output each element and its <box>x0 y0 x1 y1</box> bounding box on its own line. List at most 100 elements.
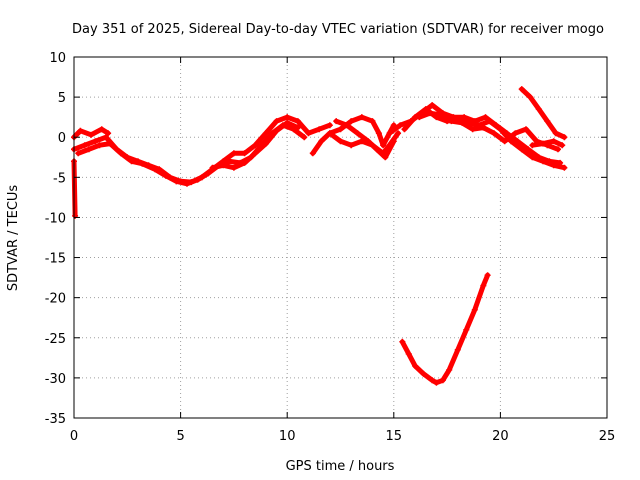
data-point <box>469 126 476 133</box>
data-point <box>105 130 112 137</box>
data-point <box>386 130 393 137</box>
x-tick-label: 5 <box>176 429 184 444</box>
plot-area <box>74 57 607 418</box>
data-point <box>390 138 397 145</box>
plot-frame <box>73 56 608 419</box>
data-point <box>173 178 180 185</box>
data-point <box>337 138 344 145</box>
data-point <box>439 377 446 384</box>
data-point <box>491 130 498 137</box>
series-layer <box>71 86 568 386</box>
data-point <box>380 142 387 149</box>
y-tick-label: 10 <box>49 51 66 66</box>
data-point <box>358 114 365 121</box>
data-point <box>544 118 551 125</box>
data-point <box>375 130 382 137</box>
data-point <box>96 142 103 149</box>
y-axis-label: SDTVAR / TECUs <box>6 185 21 292</box>
x-tick-label: 25 <box>599 429 616 444</box>
data-point <box>482 114 489 121</box>
data-point <box>397 122 404 129</box>
data-point <box>117 150 124 157</box>
data-point <box>437 111 444 118</box>
data-point <box>446 366 453 373</box>
data-point <box>284 114 291 121</box>
series-sat-l <box>529 138 566 149</box>
data-point <box>92 138 99 145</box>
data-point <box>559 142 566 149</box>
data-point <box>162 172 169 179</box>
data-point <box>205 170 212 177</box>
data-point <box>183 180 190 187</box>
x-tick-label: 15 <box>386 429 403 444</box>
data-point <box>241 150 248 157</box>
data-point <box>518 86 525 93</box>
series-sat-k <box>518 86 568 141</box>
data-point <box>540 140 547 147</box>
data-point <box>326 130 333 137</box>
data-point <box>405 350 412 357</box>
data-point <box>429 102 436 109</box>
y-tick-label: -10 <box>45 211 66 226</box>
data-point <box>480 282 487 289</box>
data-point <box>273 118 280 125</box>
data-point <box>486 118 493 125</box>
data-point <box>209 164 216 171</box>
data-point <box>401 126 408 133</box>
data-point <box>454 346 461 353</box>
data-point <box>85 146 92 153</box>
data-point <box>301 134 308 141</box>
data-point <box>422 106 429 113</box>
y-tick-label: 5 <box>58 91 66 106</box>
data-point <box>527 94 534 101</box>
data-point <box>427 110 434 117</box>
y-tick-label: -30 <box>45 372 66 387</box>
data-point <box>412 362 419 369</box>
data-point <box>343 122 350 129</box>
data-point <box>348 118 355 125</box>
data-point <box>102 134 109 141</box>
x-tick-label: 0 <box>70 429 78 444</box>
data-point <box>262 140 269 147</box>
data-point <box>448 118 455 125</box>
data-point <box>420 370 427 377</box>
data-point <box>337 126 344 133</box>
data-point <box>535 106 542 113</box>
data-point <box>305 130 312 137</box>
y-tick-label: -20 <box>45 292 66 307</box>
data-point <box>309 150 316 157</box>
tick-layer: 0 5 10 15 20 25 10 5 0 -5 -10 -15 -20 -25 -30 -35 <box>45 51 616 444</box>
y-tick-label: -15 <box>45 252 66 267</box>
x-axis-label: GPS time / hours <box>286 459 395 474</box>
series-sat-g <box>333 118 397 161</box>
data-point <box>395 130 402 137</box>
x-tick-label: 10 <box>279 429 296 444</box>
data-point <box>416 114 423 121</box>
data-point <box>550 138 557 145</box>
data-point <box>226 158 233 165</box>
data-point <box>471 306 478 313</box>
data-point <box>81 142 88 149</box>
data-point <box>429 377 436 384</box>
data-point <box>284 119 291 126</box>
data-point <box>354 130 361 137</box>
data-point <box>294 124 301 131</box>
data-point <box>561 164 568 171</box>
y-tick-label: -25 <box>45 332 66 347</box>
data-point <box>497 126 504 133</box>
series-sat-j <box>416 110 561 153</box>
series-sat-m <box>399 272 491 386</box>
data-point <box>262 130 269 137</box>
data-point <box>252 142 259 149</box>
data-point <box>550 162 557 169</box>
data-point <box>326 122 333 129</box>
data-point <box>554 146 561 153</box>
data-point <box>139 160 146 167</box>
data-point <box>75 150 82 157</box>
data-point <box>529 154 536 161</box>
data-point <box>484 272 491 279</box>
data-point <box>382 154 389 161</box>
data-point <box>220 162 227 169</box>
data-point <box>480 124 487 131</box>
data-point <box>230 164 237 171</box>
